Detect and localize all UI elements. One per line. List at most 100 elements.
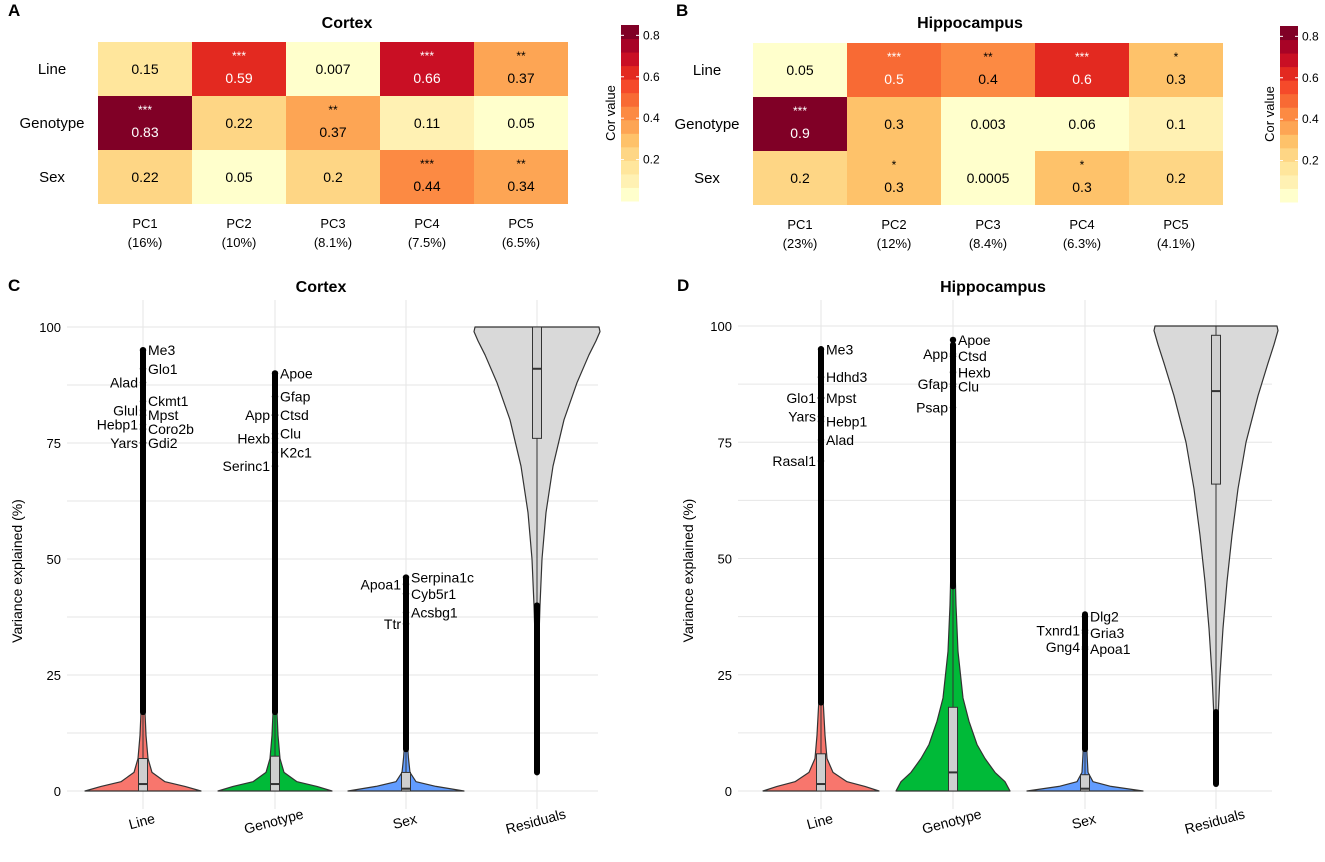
colorbar-segment <box>1280 120 1298 135</box>
colorbar-segment <box>621 146 639 161</box>
gene-point <box>817 373 825 381</box>
gene-label: Alad <box>110 375 138 391</box>
colorbar-title: Cor value <box>1262 86 1277 142</box>
heatmap-cell <box>192 150 286 204</box>
significance-stars: * <box>1080 158 1085 172</box>
y-tick-label: 100 <box>710 319 732 334</box>
heatmap-value: 0.37 <box>319 124 346 140</box>
violin-plot-hippocampus: 0 25 50 75 100 Variance explained (%) Line Me3 H… <box>680 300 1279 837</box>
gene-label: Mpst <box>826 390 856 406</box>
gene-point <box>817 436 825 444</box>
colorbar-segment <box>621 173 639 188</box>
colorbar-segment <box>1280 134 1298 149</box>
significance-stars: *** <box>887 50 901 64</box>
heatmap-value: 0.44 <box>413 178 440 194</box>
colorbar-tick-label: 0.2 <box>643 153 660 167</box>
gene-point <box>949 353 957 360</box>
colorbar-hippocampus: 0.2 0.4 0.6 0.8 Cor value <box>1262 26 1319 203</box>
gene-point <box>139 347 147 354</box>
colorbar-segment <box>1280 161 1298 176</box>
box-iqr <box>532 326 542 439</box>
gene-label: Txnrd1 <box>1036 623 1080 639</box>
gene-label: Clu <box>958 378 979 394</box>
gene-label: K2c1 <box>280 444 312 460</box>
y-axis-label: Variance explained (%) <box>9 499 25 643</box>
heatmap-row-label: Line <box>693 62 721 79</box>
heatmap-cell <box>98 42 192 96</box>
x-category-label: Line <box>127 810 157 832</box>
gene-point <box>949 336 957 344</box>
gene-label: Dlg2 <box>1090 609 1119 625</box>
heatmap-value: 0.2 <box>790 170 810 186</box>
gene-label: Gdi2 <box>148 435 178 451</box>
heatmap-row-label: Genotype <box>674 116 739 133</box>
heatmap-value: 0.05 <box>507 115 534 131</box>
heatmap-cell <box>847 151 941 205</box>
heatmap-value: 0.3 <box>884 179 904 195</box>
heatmap-cell <box>380 150 474 204</box>
gene-label: Apoe <box>280 365 313 381</box>
panel-a: A Cortex Line 0.15 *** 0.59 0.007 *** 0.66 ** 0.… <box>8 1 660 250</box>
heatmap-cell <box>98 150 192 204</box>
panel-a-letter: A <box>8 1 20 20</box>
heatmap-cell <box>847 97 941 151</box>
panel-c-title: Cortex <box>296 279 347 296</box>
x-category-label: Residuals <box>1183 805 1247 836</box>
colorbar-cortex: 0.2 0.4 0.6 0.8 Cor value <box>603 25 660 202</box>
panel-b-letter: B <box>676 1 688 20</box>
heatmap-column-variance: (10%) <box>222 235 257 250</box>
heatmap-value: 0.22 <box>131 169 158 185</box>
x-category-label: Residuals <box>504 805 568 836</box>
heatmap-value: 0.22 <box>225 115 252 131</box>
heatmap-column-variance: (8.4%) <box>969 236 1007 251</box>
y-tick-label: 25 <box>47 668 61 683</box>
heatmap-cell <box>286 96 380 150</box>
heatmap-column-variance: (8.1%) <box>314 235 352 250</box>
heatmap-cell <box>474 96 568 150</box>
colorbar-segment <box>1280 107 1298 122</box>
heatmap-cortex: Line 0.15 *** 0.59 0.007 *** 0.66 ** 0.37 Genotyp… <box>19 42 568 250</box>
box-iqr <box>1080 774 1090 792</box>
panel-c: C Cortex 0 25 50 75 100 Variance explained (%… <box>8 276 601 837</box>
gene-point <box>139 425 147 433</box>
heatmap-column-label: PC4 <box>414 216 439 231</box>
heatmap-cell <box>98 96 192 150</box>
y-tick-label: 100 <box>39 320 61 335</box>
significance-stars: ** <box>983 50 993 64</box>
heatmap-value: 0.9 <box>790 125 810 141</box>
x-category-label: Line <box>805 810 835 832</box>
gene-label: Hebp1 <box>97 416 138 432</box>
gene-label: Apoe <box>958 332 991 348</box>
heatmap-value: 0.4 <box>978 71 998 87</box>
colorbar-segment <box>621 187 639 202</box>
heatmap-cell <box>1035 43 1129 97</box>
y-tick-label: 75 <box>47 436 61 451</box>
gene-label: Alad <box>826 432 854 448</box>
heatmap-value: 0.2 <box>1166 170 1186 186</box>
x-category-label: Genotype <box>920 806 983 837</box>
gene-label: Yars <box>110 435 138 451</box>
gene-point <box>271 435 279 442</box>
heatmap-value: 0.6 <box>1072 71 1092 87</box>
gene-label: Hexb <box>958 365 991 381</box>
colorbar-segment <box>621 79 639 94</box>
colorbar-segment <box>621 25 639 40</box>
colorbar-segment <box>1280 66 1298 81</box>
box-iqr <box>1211 334 1221 485</box>
heatmap-cell <box>753 43 847 97</box>
gene-label: Glo1 <box>786 390 816 406</box>
heatmap-value: 0.34 <box>507 178 534 194</box>
significance-stars: ** <box>516 49 526 63</box>
gene-point <box>817 413 825 420</box>
heatmap-value: 0.3 <box>1166 71 1186 87</box>
heatmap-column-variance: (12%) <box>877 236 912 251</box>
gene-label: Clu <box>280 426 301 442</box>
colorbar-segment <box>1280 53 1298 68</box>
heatmap-value: 0.66 <box>413 70 440 86</box>
gene-label: Ttr <box>384 616 401 632</box>
x-category-label: Sex <box>1070 810 1097 832</box>
heatmap-column-label: PC2 <box>226 216 251 231</box>
gene-point <box>402 574 410 581</box>
heatmap-row-label: Genotype <box>19 115 84 132</box>
heatmap-row-label: Line <box>38 61 66 78</box>
